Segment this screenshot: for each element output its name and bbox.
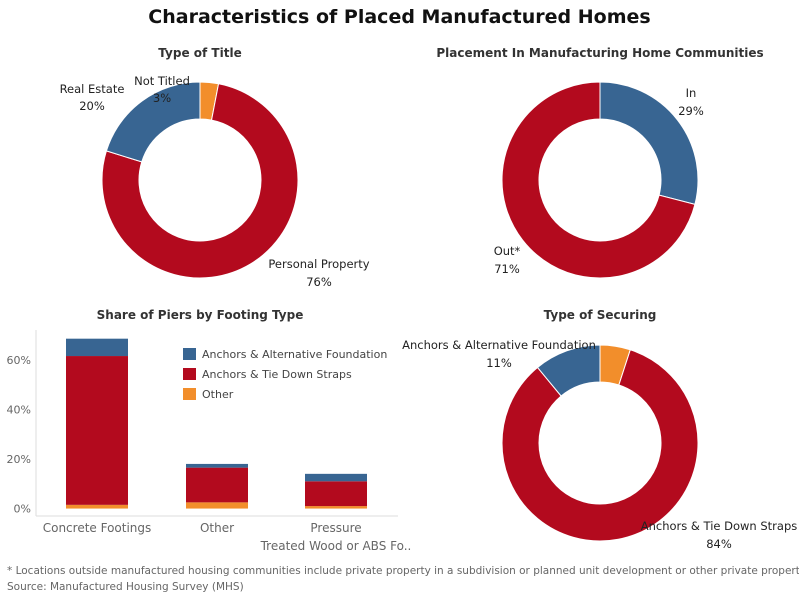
slice-label-alt-foundation: Anchors & Alternative Foundation [402,338,596,352]
slice-value-real-estate: 20% [79,99,105,113]
slice-label-tie-down: Anchors & Tie Down Straps [641,519,798,533]
donut-slice-in [599,81,699,205]
legend-label-anchors-alternative-foundation: Anchors & Alternative Foundation [202,348,387,361]
x-tick-label-other: Other [200,521,234,535]
bar-pressure-treated-wood-or-abs-fo-anchors-alternative-foundation [305,473,367,482]
bar-marks [66,338,367,509]
y-tick-label: 40% [7,403,31,416]
legend-swatch-other [183,388,196,400]
donut-slices-title-type [101,81,299,279]
donut-slice-real-estate [105,81,201,163]
bar-other-other [186,502,248,509]
slice-label-out: Out* [494,244,521,258]
main-title: Characteristics of Placed Manufactured H… [148,6,651,28]
charts-canvas: Type of Title Real Estate 20% Not Titled… [7,46,798,553]
donut-slice-anchors-tie-down-straps [501,349,699,542]
donut-chart-securing: Type of Securing Anchors & Alternative F… [402,308,797,551]
chart-title-placement: Placement In Manufacturing Home Communit… [436,46,763,60]
slice-value-in: 29% [678,104,704,118]
donut-slice-personal-property [101,83,299,279]
bar-pressure-treated-wood-or-abs-fo-other [305,506,367,509]
donut-slices-placement [501,81,699,279]
donut-slices-securing [501,344,699,542]
y-tick-label: 0% [14,503,31,516]
chart-title-footing-type: Share of Piers by Footing Type [97,308,304,322]
bar-concrete-footings-other [66,504,128,509]
slice-value-not-titled: 3% [153,91,171,105]
slice-value-tie-down: 84% [706,537,732,551]
slice-value-alt-foundation: 11% [486,356,512,370]
y-tick-label: 20% [7,453,31,466]
bar-concrete-footings-anchors-tie-down-straps [66,356,128,505]
bar-chart-footing-type: Share of Piers by Footing Type 0% 20% 40% 6… [7,308,412,553]
slice-label-in: In [686,86,697,100]
bar-concrete-footings-anchors-alternative-foundation [66,338,128,357]
bar-other-anchors-alternative-foundation [186,463,248,468]
legend: Anchors & Alternative Foundation Anchors … [183,348,387,401]
slice-value-personal-property: 76% [306,275,332,289]
slice-value-out: 71% [494,262,520,276]
x-tick-label-concrete-footings: Concrete Footings [43,521,152,535]
donut-chart-title-type: Type of Title Real Estate 20% Not Titled… [60,46,370,289]
x-tick-label-pressure-treated-wood-or-abs-fo: Treated Wood or ABS Fo.. [260,539,412,553]
legend-swatch-anchors-tie-down-straps [183,368,196,380]
x-tick-labels: Concrete Footings Other Pressure Treated Wo… [43,521,412,553]
donut-slice-anchors-alternative-foundation [536,344,601,397]
slice-label-not-titled: Not Titled [134,74,190,88]
chart-title-title-type: Type of Title [158,46,241,60]
legend-label-anchors-tie-down-straps: Anchors & Tie Down Straps [202,368,352,381]
bar-pressure-treated-wood-or-abs-fo-anchors-tie-down-straps [305,481,367,507]
slice-label-real-estate: Real Estate [60,82,125,96]
legend-label-other: Other [202,388,234,401]
legend-swatch-anchors-alternative-foundation [183,348,196,360]
bar-other-anchors-tie-down-straps [186,467,248,503]
x-tick-label-pressure-treated-wood-or-abs-fo: Pressure [310,521,361,535]
donut-slice-out [501,81,696,279]
source-note: Source: Manufactured Housing Survey (MHS… [7,581,244,593]
y-tick-label: 60% [7,354,31,367]
footnote: * Locations outside manufactured housing… [7,565,799,577]
chart-title-securing: Type of Securing [544,308,657,322]
y-tick-labels: 0% 20% 40% 60% [7,354,31,516]
slice-label-personal-property: Personal Property [268,257,369,271]
donut-chart-placement: Placement In Manufacturing Home Communit… [436,46,764,279]
